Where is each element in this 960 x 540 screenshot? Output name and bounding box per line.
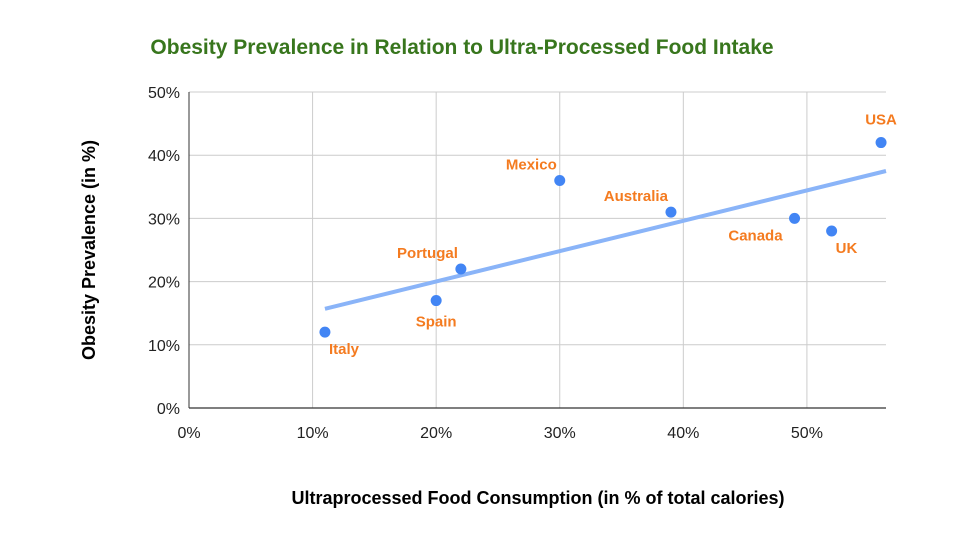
point-label: Australia: [604, 188, 669, 205]
data-points: [319, 137, 887, 338]
point-label: USA: [865, 112, 897, 129]
x-tick-label: 10%: [297, 425, 329, 442]
point-label: Portugal: [397, 245, 458, 262]
y-axis-title: Obesity Prevalence (in %): [79, 140, 99, 360]
point-label: Canada: [728, 227, 783, 244]
data-point: [430, 295, 442, 307]
y-tick-label: 0%: [157, 401, 180, 418]
point-label: Italy: [329, 341, 360, 358]
data-point: [826, 225, 838, 237]
y-tick-label: 20%: [148, 275, 180, 292]
data-point: [319, 326, 331, 338]
data-point: [455, 263, 467, 275]
gridlines: [188, 91, 886, 409]
data-point: [789, 212, 801, 224]
data-labels: Italy Spain Portugal Mexico Australia Canada U…: [329, 112, 897, 359]
x-tick-label: 50%: [791, 425, 823, 442]
trendline: [324, 169, 887, 311]
x-axis-ticks: 0% 10% 20% 30% 40% 50%: [177, 425, 822, 442]
x-tick-label: 0%: [177, 425, 200, 442]
y-axis-ticks: 0% 10% 20% 30% 40% 50%: [148, 85, 180, 418]
y-tick-label: 50%: [148, 85, 180, 102]
x-tick-label: 30%: [544, 425, 576, 442]
x-tick-label: 40%: [667, 425, 699, 442]
y-tick-label: 10%: [148, 338, 180, 355]
x-tick-label: 20%: [420, 425, 452, 442]
data-point: [554, 174, 566, 186]
y-tick-label: 30%: [148, 211, 180, 228]
point-label: Spain: [416, 314, 457, 331]
data-point: [875, 137, 887, 149]
point-label: UK: [836, 240, 858, 257]
data-point: [665, 206, 677, 218]
trendline-group: [324, 169, 887, 311]
y-tick-label: 40%: [148, 148, 180, 165]
chart-title: Obesity Prevalence in Relation to Ultra-…: [150, 36, 773, 59]
point-label: Mexico: [506, 156, 557, 173]
x-axis-title: Ultraprocessed Food Consumption (in % of…: [291, 488, 784, 508]
